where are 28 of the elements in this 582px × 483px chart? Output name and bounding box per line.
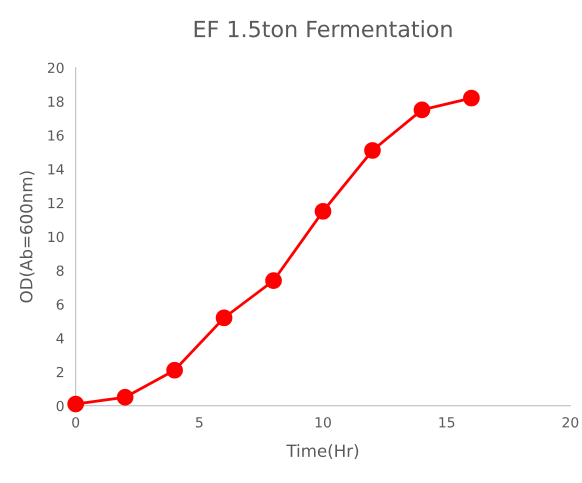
x-tick-label: 10 <box>316 417 331 428</box>
x-tick-label: 15 <box>439 417 454 428</box>
point <box>364 142 381 159</box>
y-tick-label: 10 <box>48 232 64 242</box>
y-tick-label: 8 <box>56 265 64 276</box>
y-axis-title: OD(Ab=600nm) <box>20 171 34 302</box>
point <box>463 90 480 106</box>
y-tick-label: 20 <box>48 62 64 74</box>
chart-title: EF 1.5ton Fermentation <box>194 20 452 38</box>
y-tick-label: 4 <box>56 333 64 344</box>
x-tick-label: 5 <box>196 417 203 428</box>
y-tick-label: 0 <box>56 400 64 412</box>
y-tick-label: 2 <box>56 366 64 378</box>
point <box>216 309 232 326</box>
point <box>116 388 134 406</box>
point <box>166 362 183 379</box>
point <box>265 272 282 289</box>
x-axis-title: Time(Hr) <box>286 444 358 460</box>
point <box>67 396 84 412</box>
x-tick-label: 20 <box>562 417 578 428</box>
y-tick-label: 6 <box>56 299 64 310</box>
y-tick-label: 14 <box>48 164 64 174</box>
point <box>314 202 332 220</box>
y-tick-label: 16 <box>48 130 64 141</box>
point <box>414 102 430 118</box>
y-tick-label: 18 <box>48 96 64 107</box>
y-tick-label: 12 <box>48 198 64 208</box>
x-tick-label: 0 <box>72 417 80 428</box>
